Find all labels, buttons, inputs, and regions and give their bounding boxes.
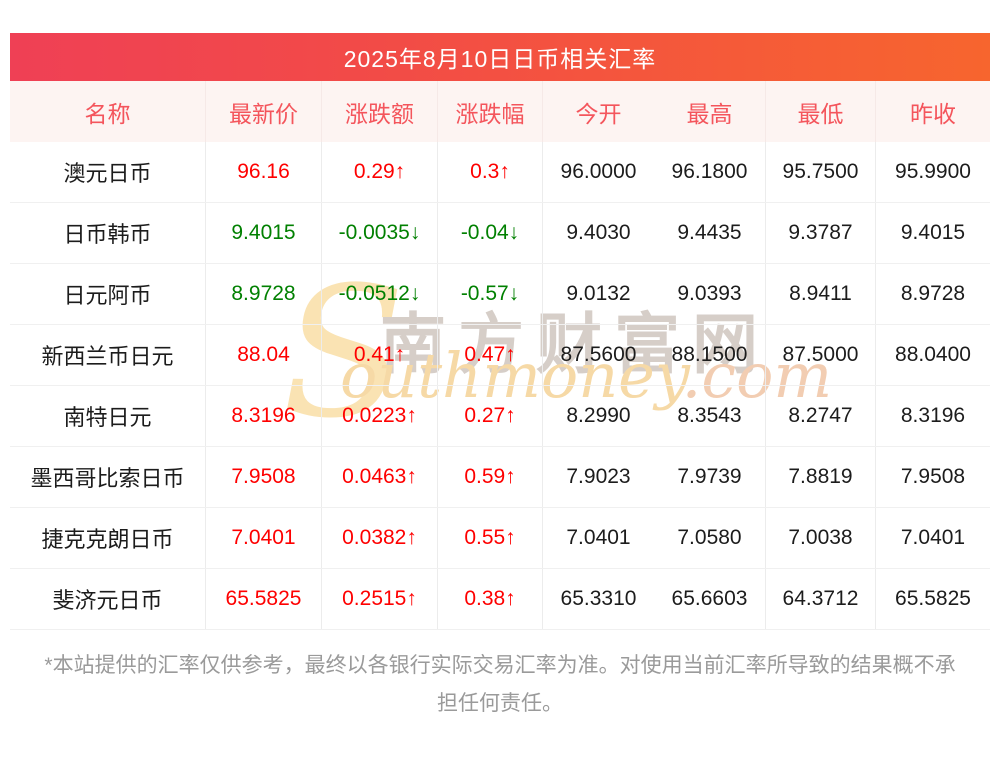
cell-open: 7.9023 [566,465,631,488]
cell-change: -0.0035↓ [322,203,438,263]
cell-open: 65.3310 [560,587,637,610]
header-cell-latest: 最新价 [206,81,322,142]
rows-container: 澳元日币 96.16 0.29↑ 0.3↑ 96.0000 96.1800 95.7500 9… [10,142,990,630]
cell-low: 8.9411 [766,264,876,324]
cell-low: 7.0038 [766,508,876,568]
cell-low: 9.3787 [766,203,876,263]
cell-open: 7.0401 [566,526,631,549]
cell-low: 7.8819 [766,447,876,507]
header-cell-change: 涨跌额 [322,81,438,142]
cell-change: 0.41↑ [322,325,438,385]
table-row: 墨西哥比索日币 7.9508 0.0463↑ 0.59↑ 7.9023 7.9739 7.8… [10,447,990,508]
cell-prev_close: 7.9508 [900,465,966,488]
cell-prev_close: 95.9900 [895,160,971,183]
cell-prev_close: 9.4015 [900,221,966,244]
header-cell-open: 今开 [575,100,622,127]
cell-prev_close: 65.5825 [895,587,971,610]
table-row: 南特日元 8.3196 0.0223↑ 0.27↑ 8.2990 8.3543 8.2747… [10,386,990,447]
header-cell-low: 最低 [766,81,876,142]
cell-name: 斐济元日币 [10,569,206,629]
rates-table: S 南方财富网 outhmoney.com 名称 最新价 涨跌额 涨跌幅 今开 最高 最低昨… [10,81,990,630]
cell-prev_close: 7.0401 [900,526,966,549]
cell-high: 9.0393 [654,264,766,324]
cell-pct: -0.04↓ [438,203,543,263]
cell-pct: 0.55↑ [438,508,543,568]
cell-latest: 88.04 [206,325,322,385]
header-row: 名称 最新价 涨跌额 涨跌幅 今开 最高 最低 昨收 [10,81,990,142]
cell-change: 0.0223↑ [322,386,438,446]
table-row: 日币韩币 9.4015 -0.0035↓ -0.04↓ 9.4030 9.4435 9.37… [10,203,990,264]
cell-high: 65.6603 [654,569,766,629]
cell-pct: 0.59↑ [438,447,543,507]
cell-change: 0.0382↑ [322,508,438,568]
cell-low: 64.3712 [766,569,876,629]
cell-pct: -0.57↓ [438,264,543,324]
table-row: 日元阿币 8.9728 -0.0512↓ -0.57↓ 9.0132 9.0393 8.94… [10,264,990,325]
cell-name: 日元阿币 [10,264,206,324]
cell-high: 7.9739 [654,447,766,507]
cell-low: 95.7500 [766,142,876,202]
cell-change: 0.29↑ [322,142,438,202]
cell-prev_close: 88.0400 [895,343,971,366]
cell-latest: 7.0401 [206,508,322,568]
cell-latest: 8.3196 [206,386,322,446]
cell-latest: 96.16 [206,142,322,202]
cell-pct: 0.47↑ [438,325,543,385]
cell-latest: 9.4015 [206,203,322,263]
footer: *本站提供的汇率仅供参考，最终以各银行实际交易汇率为准。对使用当前汇率所导致的结… [10,647,990,723]
cell-pct: 0.27↑ [438,386,543,446]
cell-change: 0.0463↑ [322,447,438,507]
cell-latest: 8.9728 [206,264,322,324]
cell-high: 7.0580 [654,508,766,568]
cell-latest: 65.5825 [206,569,322,629]
cell-open: 96.0000 [560,160,637,183]
disclaimer-text: *本站提供的汇率仅供参考，最终以各银行实际交易汇率为准。对使用当前汇率所导致的结… [44,654,956,715]
cell-high: 96.1800 [654,142,766,202]
header-cell-prev_close: 昨收 [910,100,956,127]
cell-change: -0.0512↓ [322,264,438,324]
cell-name: 南特日元 [10,386,206,446]
table-title-bar: 2025年8月10日日币相关汇率 [10,33,990,81]
cell-latest: 7.9508 [206,447,322,507]
table-row: 澳元日币 96.16 0.29↑ 0.3↑ 96.0000 96.1800 95.7500 9… [10,142,990,203]
cell-prev_close: 8.9728 [900,282,966,305]
rates-page: 2025年8月10日日币相关汇率 S 南方财富网 outhmoney.com 名… [10,33,990,723]
header-cell-name: 名称 [10,81,206,142]
cell-high: 88.1500 [654,325,766,385]
table-row: 新西兰币日元 88.04 0.41↑ 0.47↑ 87.5600 88.1500 87.50… [10,325,990,386]
cell-low: 87.5000 [766,325,876,385]
cell-high: 9.4435 [654,203,766,263]
cell-prev_close: 8.3196 [900,404,966,427]
cell-open: 9.4030 [566,221,631,244]
cell-low: 8.2747 [766,386,876,446]
table-row: 捷克克朗日币 7.0401 0.0382↑ 0.55↑ 7.0401 7.0580 7.00… [10,508,990,569]
cell-name: 捷克克朗日币 [10,508,206,568]
cell-pct: 0.38↑ [438,569,543,629]
cell-open: 9.0132 [566,282,631,305]
cell-name: 日币韩币 [10,203,206,263]
table-row: 斐济元日币 65.5825 0.2515↑ 0.38↑ 65.3310 65.6603 64… [10,569,990,630]
cell-pct: 0.3↑ [438,142,543,202]
cell-open: 87.5600 [560,343,637,366]
page-title: 2025年8月10日日币相关汇率 [343,46,657,72]
cell-change: 0.2515↑ [322,569,438,629]
cell-name: 新西兰币日元 [10,325,206,385]
cell-open: 8.2990 [566,404,631,427]
cell-name: 澳元日币 [10,142,206,202]
header-cell-high: 最高 [654,81,766,142]
cell-high: 8.3543 [654,386,766,446]
cell-name: 墨西哥比索日币 [10,447,206,507]
header-cell-pct: 涨跌幅 [438,81,543,142]
